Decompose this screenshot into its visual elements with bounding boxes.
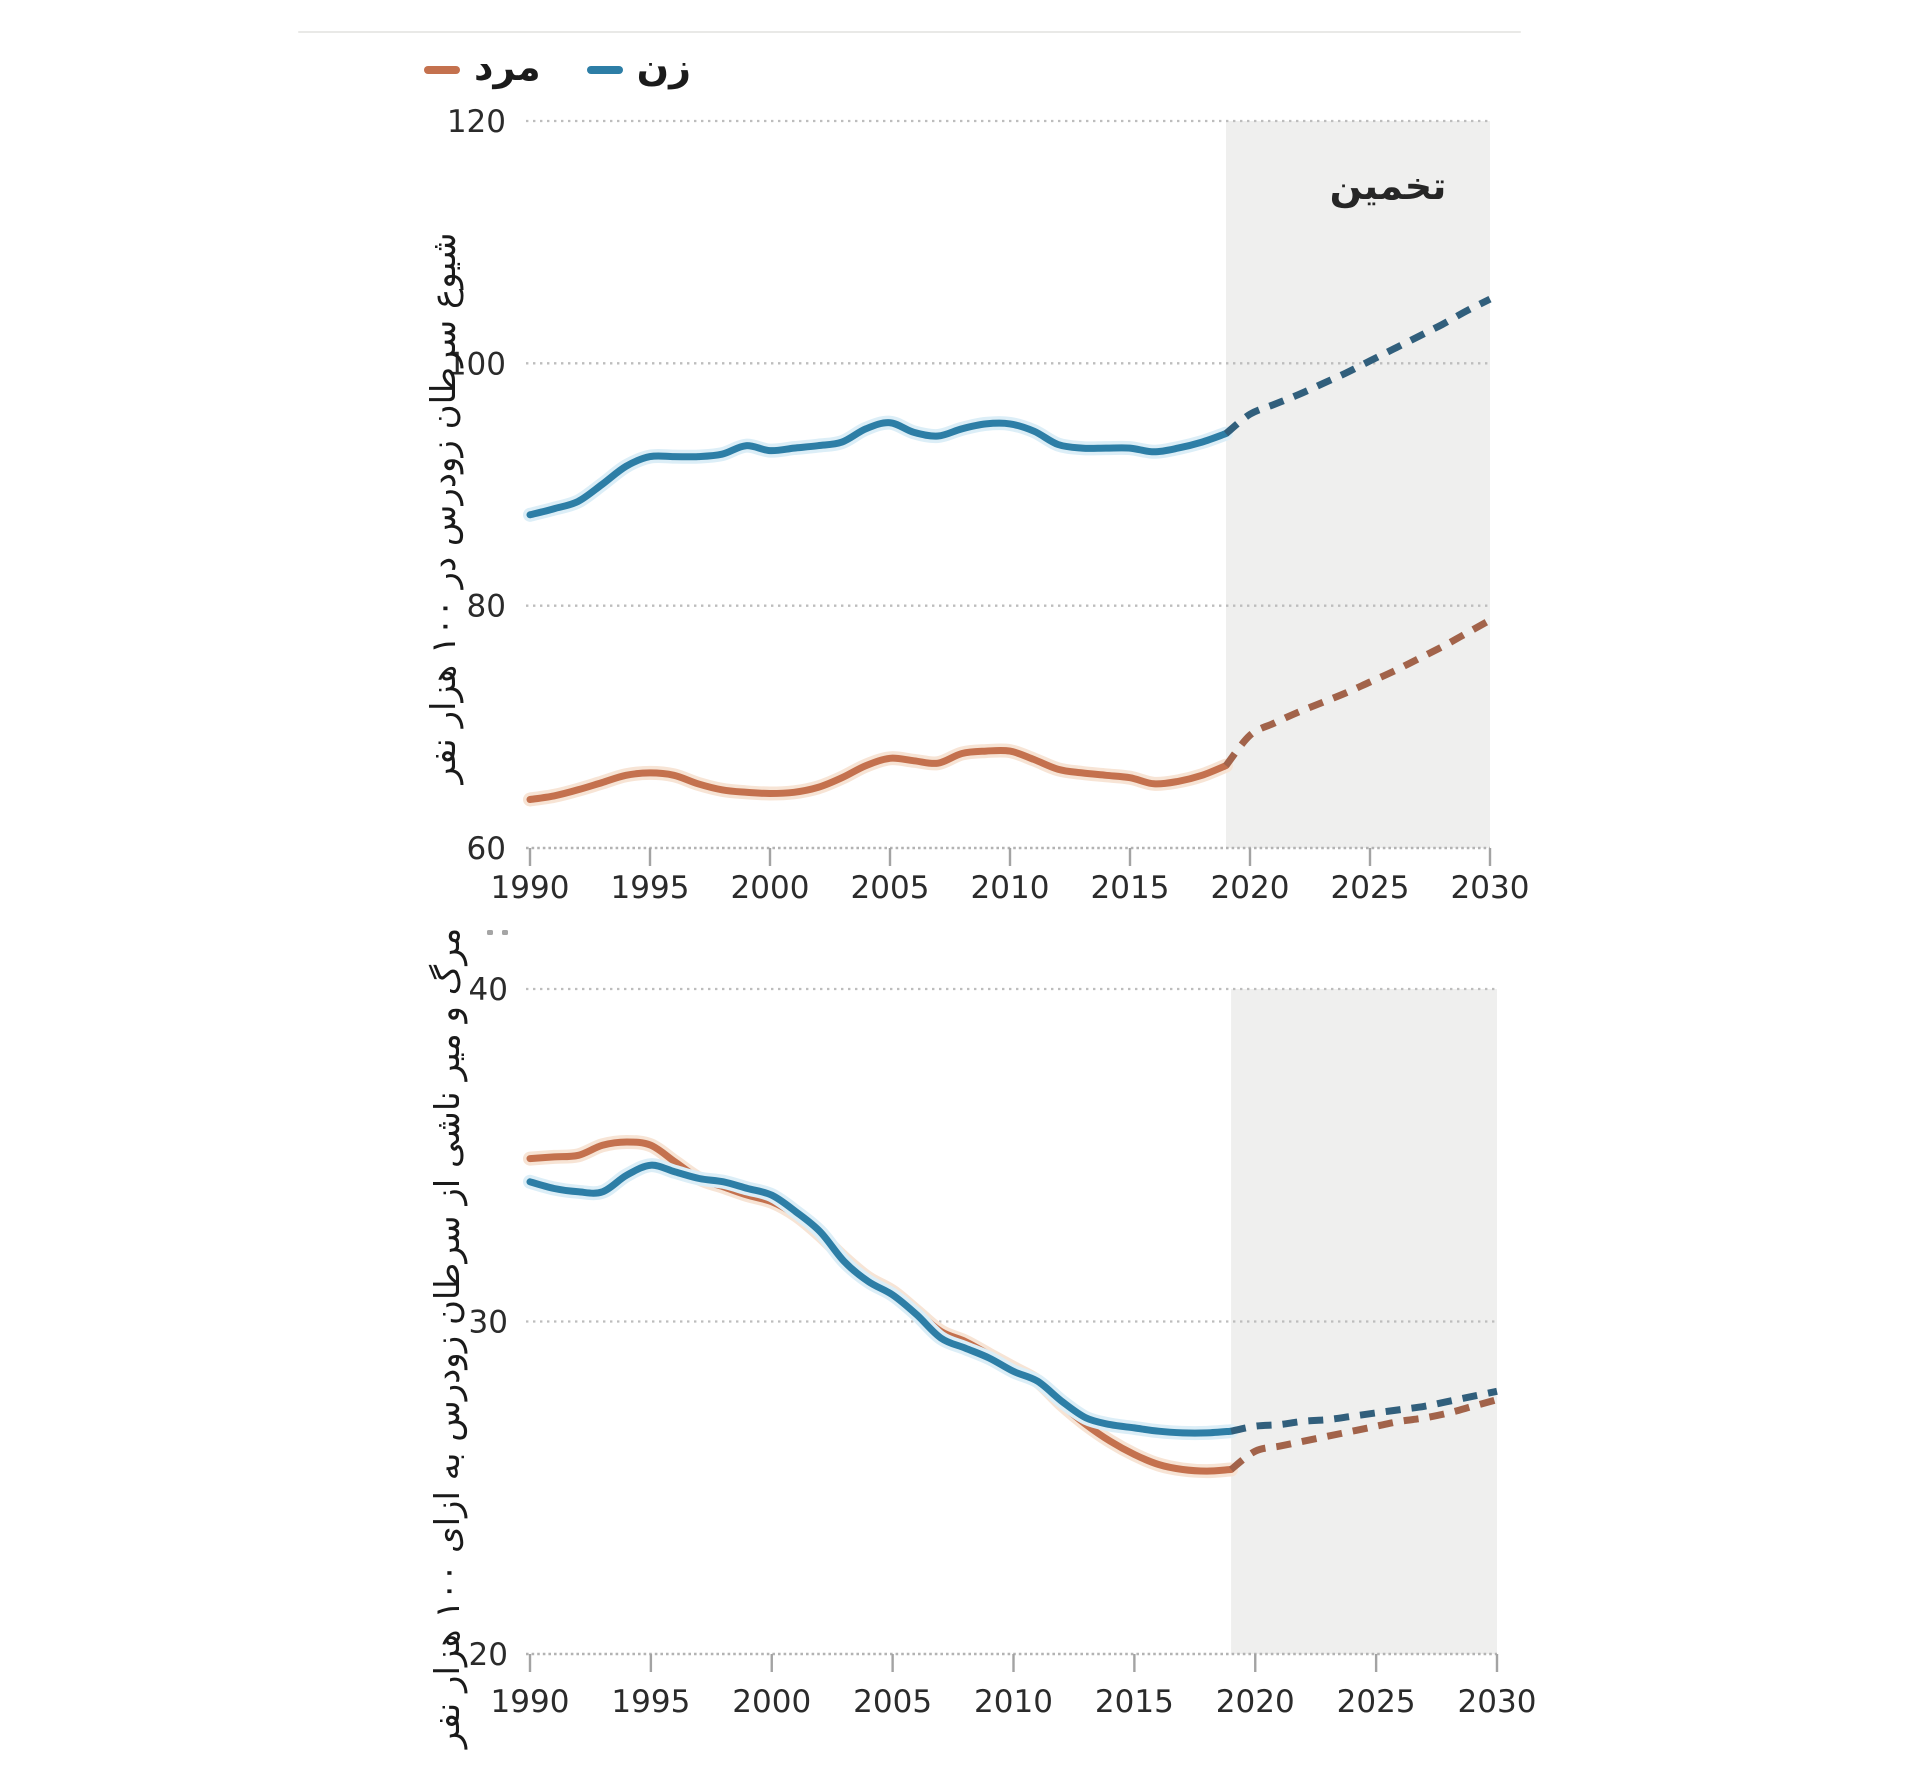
legend: مرد زن (424, 48, 691, 92)
incidence-axis-title: شیوع سرطان زودرس در ۱۰۰ هزار نفر (424, 232, 464, 784)
x-tick-label: 2030 (1458, 1684, 1537, 1720)
x-tick-label: 2020 (1211, 870, 1290, 906)
legend-label-female: زن (636, 45, 691, 89)
female-line-halo (523, 415, 1233, 522)
x-tick-label: 2000 (732, 1684, 811, 1720)
y-tick-label: 30 (469, 1305, 508, 1341)
male-line-swatch (424, 66, 460, 74)
x-tick-label: 2020 (1216, 1684, 1295, 1720)
x-tick-label: 1990 (491, 870, 570, 906)
x-tick-label: 2025 (1337, 1684, 1416, 1720)
incidence-chart: 60 80 100 120 1990 1995 2000 2005 2010 2015 2020 20… (447, 104, 1530, 906)
forecast-shading (1226, 121, 1490, 848)
x-tick-label: 1990 (491, 1684, 570, 1720)
x-tick-label: 1995 (611, 870, 690, 906)
legend-item-male: مرد (424, 48, 541, 92)
x-tick-label: 2005 (853, 1684, 932, 1720)
female-line-solid (526, 419, 1230, 519)
female-line-forecast (1223, 295, 1492, 437)
y-tick-label: 100 (447, 346, 506, 382)
x-tick-label: 2015 (1091, 870, 1170, 906)
male-line-forecast (1228, 1396, 1498, 1473)
cropped-tick-marks (487, 930, 513, 936)
female-line-swatch (586, 66, 623, 74)
top-divider (298, 31, 1521, 33)
x-tick-label: 2010 (971, 870, 1050, 906)
female-line-forecast (1230, 1387, 1498, 1435)
y-tick-label: 80 (467, 589, 506, 625)
cropped-mark (502, 930, 508, 935)
x-tick-label: 2030 (1451, 870, 1530, 906)
y-tick-label: 40 (469, 972, 508, 1008)
legend-item-female: زن (586, 45, 691, 92)
x-tick-label: 2010 (974, 1684, 1053, 1720)
x-tick-label: 2025 (1331, 870, 1410, 906)
male-line-forecast (1223, 617, 1492, 768)
forecast-label: تخمین (1329, 164, 1447, 208)
female-line-solid (526, 1161, 1235, 1437)
x-tick-label: 2000 (731, 870, 810, 906)
x-tick-label: 1995 (611, 1684, 690, 1720)
cropped-mark (487, 930, 493, 935)
legend-label-male: مرد (474, 45, 541, 89)
x-tick-label: 2005 (851, 870, 930, 906)
male-line-solid (526, 746, 1230, 803)
y-tick-label: 20 (469, 1637, 508, 1673)
x-tick-label: 2015 (1095, 1684, 1174, 1720)
mortality-axis-title: مرگ و میر ناشی از سرطان زودرس به ازای ۱۰… (428, 927, 468, 1749)
female-line-halo (523, 1158, 1239, 1441)
y-tick-label: 120 (447, 104, 506, 140)
y-tick-label: 60 (467, 831, 506, 867)
